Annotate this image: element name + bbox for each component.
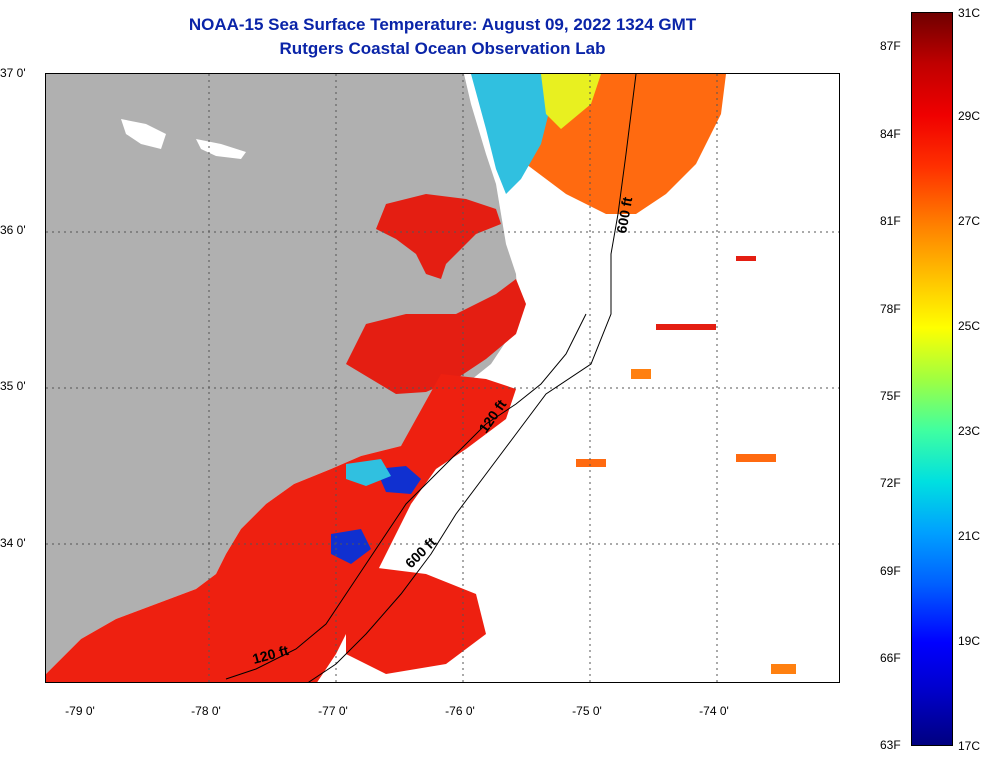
- contour-label-600ft-south: 600 ft: [402, 534, 439, 571]
- lat-label-34: 34 0': [0, 536, 26, 550]
- sst-offshore-red: [346, 564, 486, 674]
- colorbar-f-66: 66F: [880, 651, 901, 665]
- colorbar-c-21: 21C: [958, 529, 981, 543]
- lon-label-77: -77 0': [318, 704, 348, 718]
- colorbar-f-72: 72F: [880, 476, 901, 490]
- colorbar-f-81: 81F: [880, 214, 901, 228]
- colorbar-f-69: 69F: [880, 564, 901, 578]
- sst-map: 600 ft 120 ft 600 ft 120 ft: [45, 73, 840, 683]
- sst-map-canvas: 600 ft 120 ft 600 ft 120 ft: [46, 74, 839, 682]
- upper-lake: [121, 119, 166, 149]
- contour-label-600ft-north: 600 ft: [613, 195, 635, 234]
- colorbar-c-27: 27C: [958, 214, 981, 228]
- colorbar-f-78: 78F: [880, 302, 901, 316]
- isobath-600ft: [308, 74, 637, 682]
- sst-cold-patch-2: [331, 529, 371, 564]
- colorbar-c-25: 25C: [958, 319, 981, 333]
- albemarle-sound: [376, 194, 501, 279]
- colorbar-c-23: 23C: [958, 424, 981, 438]
- temperature-colorbar: [911, 12, 953, 746]
- sst-patch: [631, 369, 651, 379]
- lon-label-76: -76 0': [445, 704, 475, 718]
- colorbar-f-63: 63F: [880, 738, 901, 752]
- lon-label-75: -75 0': [572, 704, 602, 718]
- lon-label-79: -79 0': [65, 704, 95, 718]
- lon-label-78: -78 0': [191, 704, 221, 718]
- pamlico-sound: [346, 279, 526, 394]
- sst-patch: [576, 459, 606, 467]
- map-title: NOAA-15 Sea Surface Temperature: August …: [188, 15, 697, 34]
- lat-label-36: 36 0': [0, 223, 26, 237]
- sst-patch: [656, 324, 716, 330]
- sst-patch: [736, 454, 776, 462]
- colorbar-f-84: 84F: [880, 127, 901, 141]
- colorbar-c-17: 17C: [958, 739, 981, 753]
- colorbar-f-87: 87F: [880, 39, 901, 53]
- graticule: [46, 74, 839, 682]
- sst-patch: [771, 664, 796, 674]
- colorbar-f-75: 75F: [880, 389, 901, 403]
- colorbar-c-31: 31C: [958, 6, 981, 20]
- colorbar-c-19: 19C: [958, 634, 981, 648]
- lon-label-74: -74 0': [699, 704, 729, 718]
- isobath-120ft: [225, 313, 587, 680]
- sst-patch: [736, 256, 756, 261]
- lat-label-35: 35 0': [0, 379, 26, 393]
- sst-north-yellow: [541, 74, 601, 129]
- lat-label-37: 37 0': [0, 66, 26, 80]
- colorbar-c-29: 29C: [958, 109, 981, 123]
- map-subtitle: Rutgers Coastal Ocean Observation Lab: [279, 39, 606, 58]
- sst-cool-patch: [346, 459, 391, 486]
- sst-north-cool: [471, 74, 551, 194]
- upper-lake-2: [196, 139, 246, 159]
- sst-south-red: [46, 374, 516, 682]
